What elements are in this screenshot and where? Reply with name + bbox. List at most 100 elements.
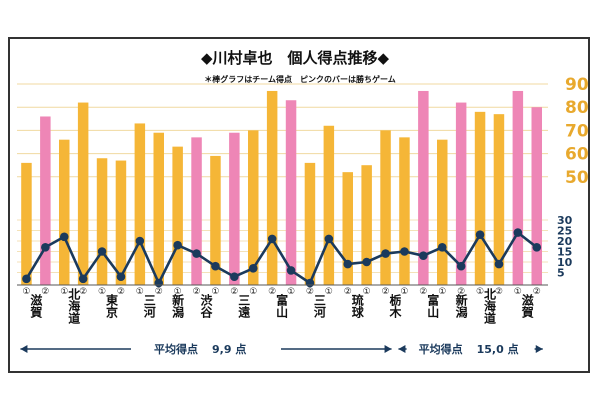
- game-number-label: ②: [495, 287, 503, 297]
- win-bar: [191, 137, 202, 285]
- location-label: 新潟: [171, 293, 185, 319]
- team-score-bar: [172, 146, 183, 285]
- arrow-left-icon: [398, 345, 406, 353]
- personal-axis-tick: 10: [557, 256, 573, 269]
- win-bar: [512, 90, 524, 286]
- game-number-label: ①: [249, 287, 257, 297]
- game-number-label: ②: [193, 287, 201, 297]
- location-label: 新潟: [454, 293, 468, 319]
- personal-points-marker: [173, 240, 182, 250]
- location-label: 渋谷: [199, 293, 213, 319]
- location-label: 北海道: [483, 287, 497, 325]
- personal-axis-tick: 15: [557, 246, 572, 259]
- personal-points-marker: [419, 251, 428, 260]
- location-label: 東京: [105, 293, 119, 319]
- game-number-label: ①: [363, 287, 371, 297]
- personal-points-marker: [267, 234, 277, 244]
- game-number-label: ①: [476, 287, 484, 297]
- personal-points-marker: [230, 272, 239, 282]
- game-number-label: ①: [325, 287, 333, 297]
- personal-points-marker: [437, 243, 447, 252]
- location-label: 北海道: [67, 287, 81, 325]
- chart-subtitle: ＊棒グラフはチーム得点 ピンクのバーは勝ちゲーム: [204, 74, 396, 84]
- team-score-bar: [210, 155, 221, 285]
- personal-points-marker: [116, 272, 126, 282]
- team-axis-tick: 80: [565, 98, 589, 118]
- team-score-bar: [96, 158, 108, 285]
- location-label: 栃木: [388, 293, 402, 319]
- personal-axis-tick: 25: [557, 225, 572, 238]
- personal-points-marker: [513, 228, 523, 237]
- team-axis-tick: 70: [565, 121, 589, 141]
- win-bar: [418, 90, 429, 286]
- personal-points-marker: [305, 278, 315, 288]
- personal-points-marker: [381, 249, 390, 258]
- average-label-bg: [131, 341, 281, 357]
- team-score-bar: [77, 102, 89, 285]
- team-score-bar: [474, 111, 486, 285]
- team-score-bar: [21, 162, 32, 285]
- game-number-label: ①: [400, 287, 408, 297]
- personal-points-marker: [456, 261, 466, 271]
- personal-points-marker: [400, 247, 409, 256]
- win-bar: [40, 116, 51, 285]
- team-axis-tick: 50: [565, 168, 589, 188]
- team-score-bar: [361, 165, 372, 285]
- personal-points-marker: [135, 236, 145, 246]
- personal-points-marker: [154, 278, 164, 288]
- team-score-bar: [493, 114, 505, 285]
- location-label: 琉球: [350, 293, 364, 319]
- team-score-bar: [153, 132, 164, 285]
- game-number-label: ②: [155, 287, 163, 297]
- team-score-bar: [380, 130, 391, 285]
- game-number-label: ①: [211, 287, 219, 297]
- win-bar: [455, 102, 467, 285]
- personal-axis-tick: 20: [557, 235, 573, 248]
- personal-points-marker: [78, 274, 88, 284]
- game-number-label: ①: [514, 287, 522, 297]
- personal-points-marker: [22, 274, 31, 284]
- team-axis-tick: 60: [565, 145, 589, 165]
- game-number-label: ①: [136, 287, 144, 297]
- win-bar: [229, 132, 240, 285]
- personal-points-marker: [59, 232, 69, 242]
- arrow-right-icon: [384, 345, 392, 353]
- team-score-bar: [437, 139, 448, 285]
- team-score-bar: [323, 125, 335, 285]
- average-label: 平均得点: [419, 342, 463, 356]
- personal-points-marker: [286, 266, 296, 275]
- personal-points-marker: [41, 243, 50, 252]
- location-label: 富山: [275, 293, 289, 319]
- personal-points-marker: [97, 247, 107, 256]
- game-number-label: ②: [41, 287, 49, 297]
- location-label: 滋賀: [29, 293, 43, 319]
- game-number-label: ②: [419, 287, 427, 297]
- game-number-label: ①: [98, 287, 106, 297]
- personal-points-marker: [494, 259, 504, 269]
- win-bar: [531, 107, 542, 285]
- personal-axis-tick: 5: [557, 267, 565, 280]
- arrow-left-icon: [20, 345, 28, 353]
- game-number-label: ②: [344, 287, 352, 297]
- team-score-bar: [248, 130, 259, 285]
- location-label: 三河: [312, 294, 326, 319]
- game-number-label: ①: [287, 287, 295, 297]
- location-label: 三遠: [237, 294, 251, 319]
- team-score-bar: [342, 172, 353, 285]
- personal-points-marker: [475, 230, 485, 239]
- average-value: 9,9 点: [212, 342, 246, 356]
- game-number-label: ②: [230, 287, 238, 297]
- personal-points-marker: [324, 234, 334, 244]
- team-score-bar: [304, 162, 316, 285]
- team-score-bar: [134, 123, 146, 285]
- average-label: 平均得点: [154, 342, 198, 356]
- game-number-label: ①: [438, 287, 446, 297]
- chart-title: ◆川村卓也 個人得点推移◆: [201, 49, 390, 67]
- game-number-label: ②: [306, 287, 314, 297]
- personal-points-marker: [343, 259, 353, 269]
- average-value: 15,0 点: [477, 342, 519, 356]
- team-score-bar: [59, 139, 70, 285]
- game-number-label: ①: [22, 287, 30, 297]
- location-label: 滋賀: [520, 293, 534, 319]
